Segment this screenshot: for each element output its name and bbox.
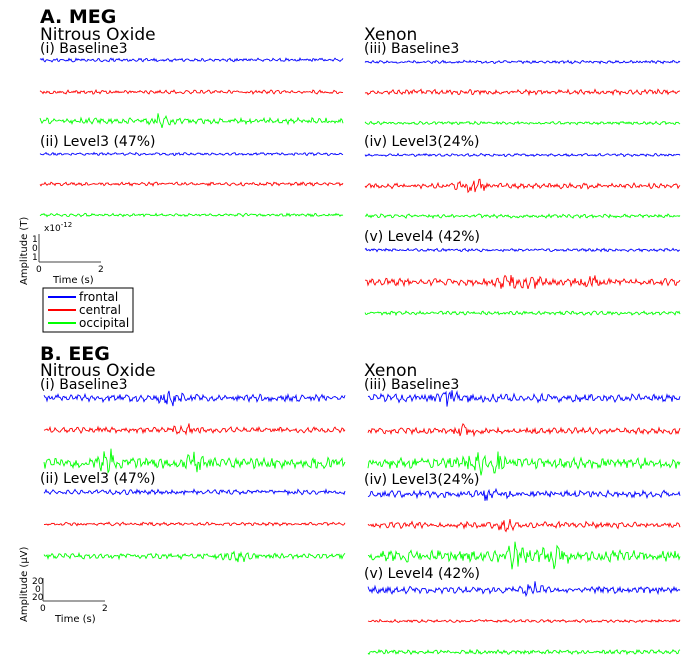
eeg-time-axis-label: Time (s) <box>54 614 96 625</box>
meg-ytick-zero: 0 <box>32 244 38 254</box>
eeg-xe-level3-label: (iv) Level3(24%) <box>364 472 479 488</box>
channel-legend: frontal central occipital <box>42 287 134 333</box>
eeg-xtick-0: 0 <box>40 604 46 614</box>
eeg-ytick-top: 20 <box>32 577 44 587</box>
eeg-xe-baseline3-central-trace <box>367 423 681 438</box>
eeg-section-title: B. EEG <box>40 343 110 365</box>
meg-n2o-baseline3-frontal-trace <box>39 57 344 63</box>
eeg-xe-level3-frontal-trace <box>367 487 681 501</box>
meg-nitrous-heading: Nitrous Oxide <box>40 25 156 45</box>
meg-n2o-level3-occipital-trace <box>39 212 344 218</box>
legend-box <box>42 287 134 333</box>
meg-xe-baseline3-occipital-trace <box>364 120 681 126</box>
eeg-xtick-2: 2 <box>102 604 108 614</box>
meg-xe-level4-occipital-trace <box>364 310 681 317</box>
eeg-xe-level3-occipital-trace <box>367 541 681 570</box>
meg-n2o-level3-label: (ii) Level3 (47%) <box>40 134 156 150</box>
eeg-n2o-baseline3-occipital-trace <box>43 448 346 475</box>
eeg-n2o-level3-central-trace <box>43 521 346 527</box>
meg-xe-level3-central-trace <box>364 178 681 194</box>
eeg-n2o-baseline3-frontal-trace <box>43 390 346 407</box>
eeg-ytick-bottom: 20 <box>32 593 44 603</box>
meg-n2o-baseline3-central-trace <box>39 89 344 95</box>
meg-n2o-level3-frontal-trace <box>39 151 344 157</box>
legend-frontal-label: frontal <box>79 290 118 304</box>
meg-xtick-2: 2 <box>98 265 104 275</box>
eeg-n2o-baseline3-central-trace <box>43 423 346 436</box>
meg-xe-level4-frontal-trace <box>364 247 681 253</box>
eeg-n2o-level3-label: (ii) Level3 (47%) <box>40 471 156 487</box>
eeg-n2o-level3-occipital-trace <box>43 550 346 563</box>
meg-ytick-top: 1 <box>32 235 38 245</box>
meg-xe-baseline3-label: (iii) Baseline3 <box>364 41 459 57</box>
eeg-amplitude-axis-label: Amplitude (μV) <box>19 546 30 622</box>
eeg-xe-level4-label: (v) Level4 (42%) <box>364 566 480 582</box>
meg-xe-baseline3-central-trace <box>364 88 681 97</box>
eeg-xe-level3-central-trace <box>367 518 681 533</box>
eeg-ytick-zero: 0 <box>35 585 41 595</box>
meg-n2o-baseline3-label: (i) Baseline3 <box>40 41 128 57</box>
eeg-xe-baseline3-occipital-trace <box>367 451 681 476</box>
eeg-nitrous-heading: Nitrous Oxide <box>40 361 156 381</box>
meg-xenon-heading: Xenon <box>364 25 417 45</box>
eeg-xe-level4-occipital-trace <box>367 648 681 656</box>
eeg-xe-level4-central-trace <box>367 618 681 624</box>
legend-central-label: central <box>79 303 121 317</box>
eeg-n2o-baseline3-label: (i) Baseline3 <box>40 377 128 393</box>
meg-xe-level4-label: (v) Level4 (42%) <box>364 229 480 245</box>
meg-ytick-bottom: 1 <box>32 253 38 263</box>
eeg-n2o-level3-frontal-trace <box>43 488 346 497</box>
meg-xtick-0: 0 <box>36 265 42 275</box>
meg-xe-level4-central-trace <box>364 274 681 290</box>
meg-xe-level3-frontal-trace <box>364 152 681 158</box>
meg-section-title: A. MEG <box>40 6 116 28</box>
meg-amplitude-axis-label: Amplitude (T) <box>19 217 30 285</box>
eeg-xe-baseline3-label: (iii) Baseline3 <box>364 377 459 393</box>
meg-n2o-baseline3-occipital-trace <box>39 113 344 128</box>
meg-xe-level3-occipital-trace <box>364 213 681 219</box>
eeg-xenon-heading: Xenon <box>364 361 417 381</box>
meg-xe-level3-label: (iv) Level3(24%) <box>364 134 479 150</box>
meg-n2o-level3-central-trace <box>39 181 344 187</box>
eeg-xe-baseline3-frontal-trace <box>367 390 681 407</box>
meg-time-axis-label: Time (s) <box>52 275 94 286</box>
meg-exponent-label: x10-12 <box>44 221 72 234</box>
eeg-xe-level4-frontal-trace <box>367 581 681 598</box>
legend-occipital-label: occipital <box>79 316 129 330</box>
meg-xe-baseline3-frontal-trace <box>364 59 681 65</box>
